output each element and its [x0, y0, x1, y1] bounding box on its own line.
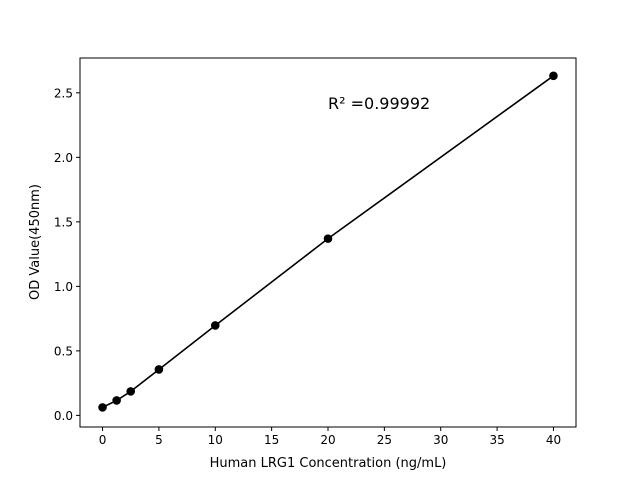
data-point: [112, 396, 121, 405]
data-point: [549, 71, 558, 81]
data-point: [154, 365, 164, 374]
y-tick-label: 1.0: [54, 280, 73, 294]
x-tick-label: 5: [155, 433, 163, 447]
y-tick-label: 2.5: [54, 86, 73, 100]
x-tick-label: 40: [546, 433, 561, 447]
data-point: [323, 234, 333, 243]
x-tick-label: 15: [264, 433, 279, 447]
x-tick-label: 0: [99, 433, 107, 447]
data-point: [210, 321, 220, 330]
x-tick-label: 10: [208, 433, 223, 447]
y-tick-label: 0.5: [54, 344, 73, 358]
y-axis-label: OD Value(450nm): [28, 184, 43, 300]
x-axis-label: Human LRG1 Concentration (ng/mL): [210, 456, 447, 471]
y-tick-label: 1.5: [54, 215, 73, 229]
r-squared-annotation: R² =0.99992: [328, 94, 430, 113]
x-tick-label: 20: [320, 433, 335, 447]
data-point: [98, 403, 107, 412]
x-tick-label: 35: [489, 433, 504, 447]
y-tick-label: 0.0: [54, 409, 73, 423]
x-tick-label: 25: [377, 433, 392, 447]
data-point: [126, 387, 136, 396]
x-tick-label: 30: [433, 433, 448, 447]
y-tick-label: 2.0: [54, 151, 73, 165]
